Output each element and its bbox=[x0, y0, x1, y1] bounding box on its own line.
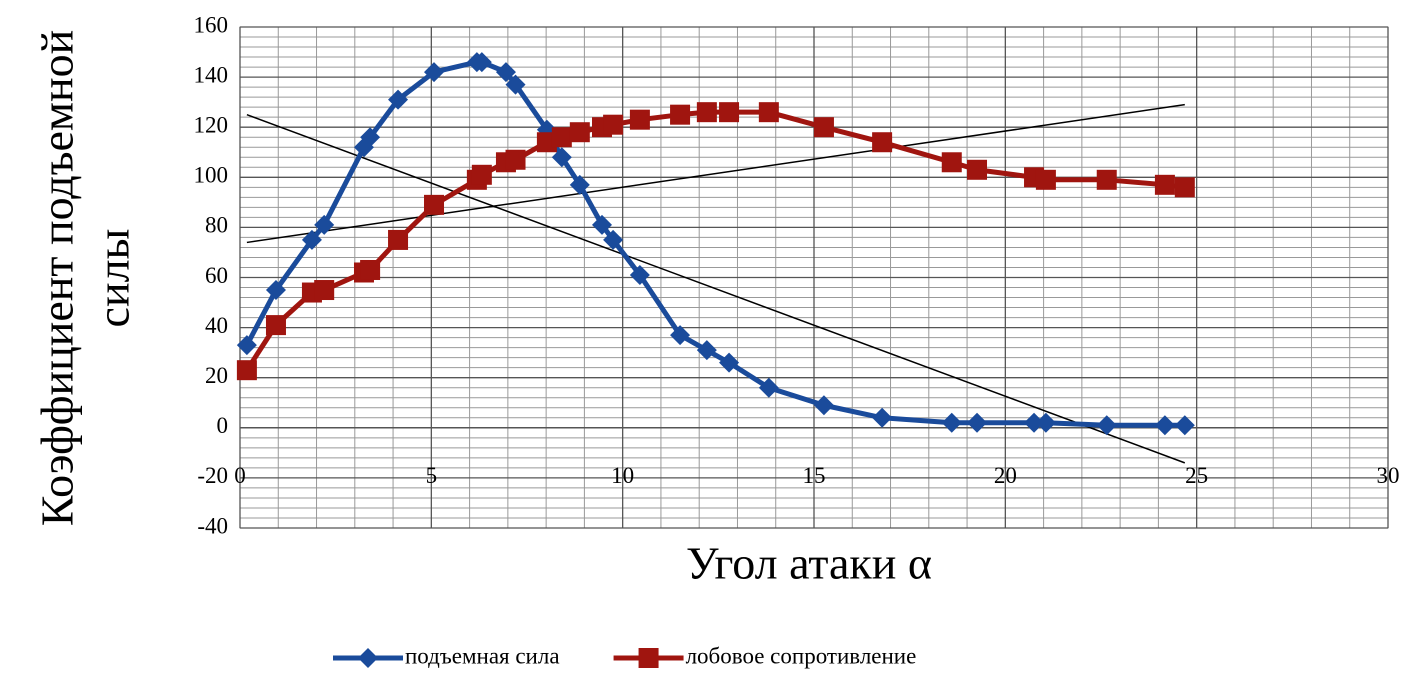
point bbox=[813, 117, 834, 138]
point bbox=[265, 280, 286, 301]
point bbox=[236, 360, 257, 381]
x-tick-label: 15 bbox=[803, 463, 826, 488]
point bbox=[551, 147, 572, 168]
point bbox=[696, 340, 717, 361]
point bbox=[1174, 415, 1195, 436]
point bbox=[941, 152, 962, 173]
legend-label: лобовое сопротивление bbox=[686, 643, 917, 668]
point bbox=[696, 102, 717, 123]
point bbox=[603, 114, 624, 135]
y-tick-label: 20 bbox=[205, 363, 228, 388]
point bbox=[471, 164, 492, 185]
y-axis-title: Коэффициент подъемной bbox=[32, 30, 83, 527]
point bbox=[941, 412, 962, 433]
y-tick-label: 160 bbox=[194, 12, 229, 37]
point bbox=[360, 259, 381, 280]
legend-marker bbox=[638, 648, 659, 668]
trendline bbox=[246, 113, 1186, 464]
point bbox=[1035, 412, 1056, 433]
y-tick-label: 60 bbox=[205, 263, 228, 288]
point bbox=[360, 127, 381, 148]
point bbox=[314, 280, 335, 301]
point bbox=[424, 62, 445, 83]
point bbox=[813, 395, 834, 416]
point bbox=[1154, 415, 1175, 436]
point bbox=[872, 132, 893, 153]
y-axis-title: силы bbox=[88, 229, 139, 328]
y-tick-label: 120 bbox=[194, 112, 229, 137]
x-axis-title: Угол атаки α bbox=[686, 538, 932, 589]
point bbox=[629, 109, 650, 130]
point bbox=[670, 325, 691, 346]
y-tick-label: 100 bbox=[194, 163, 229, 188]
point bbox=[758, 102, 779, 123]
point bbox=[967, 412, 988, 433]
point bbox=[670, 104, 691, 125]
x-tick-label: 20 bbox=[994, 463, 1017, 488]
point bbox=[1174, 177, 1195, 198]
legend-label: подъемная сила bbox=[405, 643, 560, 668]
y-tick-label: 40 bbox=[205, 313, 228, 338]
x-tick-label: 10 bbox=[611, 463, 634, 488]
point bbox=[1154, 174, 1175, 195]
point bbox=[719, 352, 740, 373]
x-tick-label: 25 bbox=[1185, 463, 1208, 488]
point bbox=[758, 377, 779, 398]
x-tick-label: 5 bbox=[426, 463, 438, 488]
point bbox=[495, 62, 516, 83]
trendline bbox=[246, 103, 1185, 244]
point bbox=[569, 122, 590, 143]
point bbox=[314, 214, 335, 235]
point bbox=[505, 149, 526, 170]
y-tick-label: -20 bbox=[197, 463, 228, 488]
point bbox=[388, 229, 409, 250]
point bbox=[424, 194, 445, 215]
point bbox=[388, 89, 409, 110]
y-tick-label: 80 bbox=[205, 213, 228, 238]
point bbox=[301, 229, 322, 250]
point bbox=[551, 127, 572, 148]
legend-marker bbox=[358, 648, 378, 668]
y-tick-label: 140 bbox=[194, 62, 229, 87]
point bbox=[1035, 169, 1056, 190]
point bbox=[603, 229, 624, 250]
point bbox=[592, 214, 613, 235]
point bbox=[471, 52, 492, 73]
y-tick-label: -40 bbox=[197, 513, 228, 538]
x-tick-label: 0 bbox=[234, 463, 246, 488]
point bbox=[1096, 415, 1117, 436]
point bbox=[967, 159, 988, 180]
point bbox=[629, 264, 650, 285]
point bbox=[872, 407, 893, 428]
point bbox=[1024, 412, 1045, 433]
y-tick-label: 0 bbox=[217, 413, 229, 438]
x-tick-label: 30 bbox=[1377, 463, 1400, 488]
point bbox=[569, 174, 590, 195]
point bbox=[719, 102, 740, 123]
point bbox=[265, 315, 286, 336]
point bbox=[1096, 169, 1117, 190]
point bbox=[505, 74, 526, 95]
point bbox=[236, 335, 257, 356]
